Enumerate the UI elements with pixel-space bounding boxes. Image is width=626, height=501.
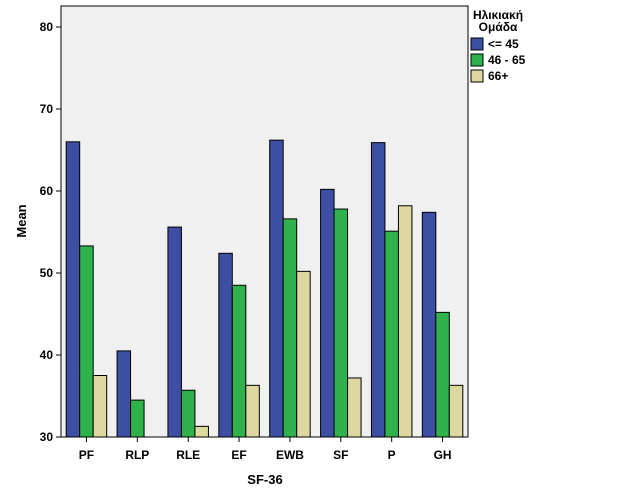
y-tick-label: 50	[40, 266, 54, 280]
bar-ewb-series-1	[269, 139, 284, 438]
legend-label-series-3: 66+	[488, 69, 508, 83]
legend-items: <= 45 46 - 65 66+	[470, 37, 526, 83]
bar-gh-series-2	[435, 311, 450, 438]
x-axis-ticks: PF RLP RLE EF EWB SF P GH	[79, 437, 452, 462]
x-tick-label-p: P	[388, 448, 396, 462]
y-tick-label: 60	[40, 184, 54, 198]
bar-ef-series-2	[231, 284, 247, 438]
y-axis-ticks: 30 40 50 60 70 80	[40, 20, 61, 444]
bar-gh-series-1	[421, 211, 437, 438]
x-tick-label-rlp: RLP	[125, 448, 149, 462]
legend-label-series-1: <= 45	[488, 37, 519, 51]
bar-ewb-series-3	[296, 270, 311, 438]
bar-ef-series-3	[245, 384, 260, 438]
bar-p-series-2	[384, 230, 399, 438]
y-axis-title: Mean	[14, 204, 29, 237]
x-tick-label-pf: PF	[79, 448, 94, 462]
y-tick-label: 80	[40, 20, 54, 34]
x-tick-label-gh: GH	[434, 448, 452, 462]
legend-swatch-series-3	[470, 69, 484, 83]
bars-group	[65, 139, 464, 438]
x-axis-title: SF-36	[247, 472, 282, 487]
bar-ewb-series-2	[282, 218, 298, 438]
x-tick-label-ewb: EWB	[276, 448, 304, 462]
bar-p-series-1	[370, 142, 386, 438]
y-tick-label: 40	[40, 348, 54, 362]
bar-rle-series-1	[167, 226, 182, 438]
bar-ef-series-1	[218, 252, 233, 438]
bar-rlp-series-2	[130, 399, 145, 438]
legend-label-series-2: 46 - 65	[488, 53, 526, 67]
bar-sf-series-1	[320, 188, 335, 438]
bar-gh-series-3	[448, 384, 464, 438]
bar-rle-series-2	[180, 389, 196, 438]
y-tick-label: 70	[40, 102, 54, 116]
legend: Ηλικιακή Ομάδα <= 45 46 - 65 66+	[470, 8, 526, 83]
y-tick-label: 30	[40, 430, 54, 444]
legend-title-line-1: Ηλικιακή	[473, 8, 523, 22]
bar-pf-series-2	[79, 245, 94, 438]
legend-swatch-series-1	[470, 37, 484, 51]
bar-pf-series-3	[92, 375, 108, 438]
bar-rle-series-3	[194, 425, 209, 438]
x-tick-label-ef: EF	[231, 448, 246, 462]
x-tick-label-rle: RLE	[176, 448, 200, 462]
x-tick-label-sf: SF	[333, 448, 348, 462]
legend-title-line-2: Ομάδα	[479, 20, 518, 34]
bar-pf-series-1	[65, 141, 81, 438]
bar-rlp-series-1	[116, 350, 132, 438]
bar-p-series-3	[397, 205, 413, 438]
bar-sf-series-3	[347, 377, 362, 438]
bar-sf-series-2	[333, 208, 349, 438]
legend-swatch-series-2	[470, 53, 484, 67]
